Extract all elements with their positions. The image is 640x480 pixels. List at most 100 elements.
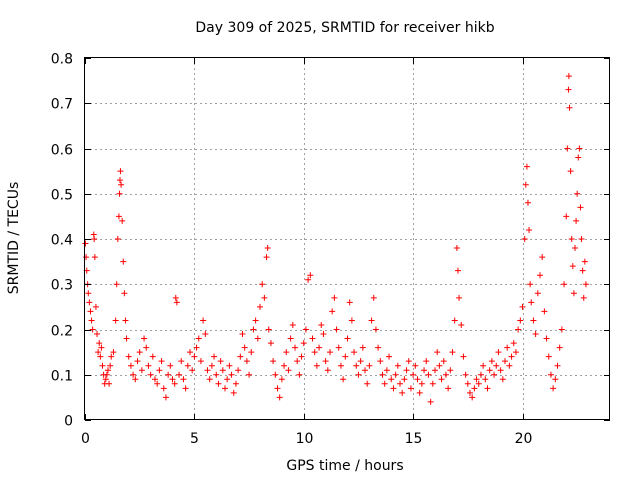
data-point [508,353,515,360]
data-point [579,267,586,274]
data-point [574,190,581,197]
data-point [173,299,180,306]
data-point [204,367,211,374]
data-point [381,380,388,387]
data-point [283,349,290,356]
data-point [239,331,246,338]
data-point [462,371,469,378]
data-point [458,321,465,328]
data-point [113,281,120,288]
data-point [296,371,303,378]
data-point [353,362,360,369]
data-point [388,376,395,383]
data-point [570,290,577,297]
data-point [530,317,537,324]
data-point [521,236,528,242]
y-tick-label: 0.5 [51,188,73,204]
data-point [110,349,117,356]
data-point [523,163,530,170]
data-point [246,371,253,378]
data-point [467,389,473,396]
data-point [477,371,484,378]
x-tick-label: 20 [515,431,533,447]
data-point [82,240,89,247]
data-point [145,362,152,369]
data-point [176,371,183,378]
data-point [528,299,535,306]
data-point [482,376,489,383]
data-point [362,367,368,374]
data-point [447,367,454,374]
data-point [115,213,122,220]
data-point [342,353,349,360]
data-point [114,236,121,242]
data-point [333,326,340,333]
data-point [147,371,154,378]
y-tick-label: 0.7 [51,97,73,113]
data-point [547,371,554,378]
data-point [217,358,224,365]
chart-title: Day 309 of 2025, SRMTID for receiver hik… [195,20,494,36]
data-point [346,299,353,306]
data-point [102,376,109,383]
data-point [434,349,441,356]
data-point [522,181,529,188]
data-point [274,385,281,392]
data-point [134,358,141,365]
data-point [120,258,127,265]
data-point [564,145,571,152]
data-point [495,349,502,356]
data-point [125,353,132,360]
data-point [563,213,570,220]
data-point [580,294,587,301]
data-point [276,394,283,401]
data-point [98,344,105,351]
data-point [108,353,115,360]
data-point [184,362,191,369]
data-point [577,204,584,211]
data-point [576,145,583,152]
data-point [136,349,143,356]
data-point [285,367,292,374]
data-point [195,335,202,342]
data-point [143,344,150,351]
data-point [138,367,145,374]
data-point [427,398,434,405]
data-point [97,353,104,360]
data-point [191,353,198,360]
y-tick-label: 0.6 [51,143,73,159]
data-point [117,168,124,175]
data-point [132,376,139,383]
x-tick-label: 0 [81,431,90,447]
data-point [440,358,447,365]
data-point [519,303,526,310]
data-point [575,154,582,161]
data-point [189,367,196,374]
data-point [375,344,382,351]
data-point [423,358,430,365]
data-point [464,380,471,387]
data-point [91,236,98,242]
data-point [405,358,412,365]
data-point [272,371,279,378]
x-axis-title: GPS time / hours [286,458,403,474]
data-point [526,226,533,233]
data-point [289,321,296,328]
data-point [327,349,333,356]
data-point [213,371,220,378]
data-point [344,335,351,342]
data-point [219,367,226,374]
data-point [222,385,228,392]
data-point [122,317,129,324]
data-point [541,308,548,315]
data-point [493,362,500,369]
grid [85,58,610,420]
y-axis-title: SRMTID / TECUs [6,182,22,295]
data-point [532,331,539,338]
data-point [488,358,495,365]
data-point [456,294,463,301]
data-point [561,281,568,288]
data-point [243,358,250,365]
data-point [187,349,193,356]
data-point [331,294,338,301]
